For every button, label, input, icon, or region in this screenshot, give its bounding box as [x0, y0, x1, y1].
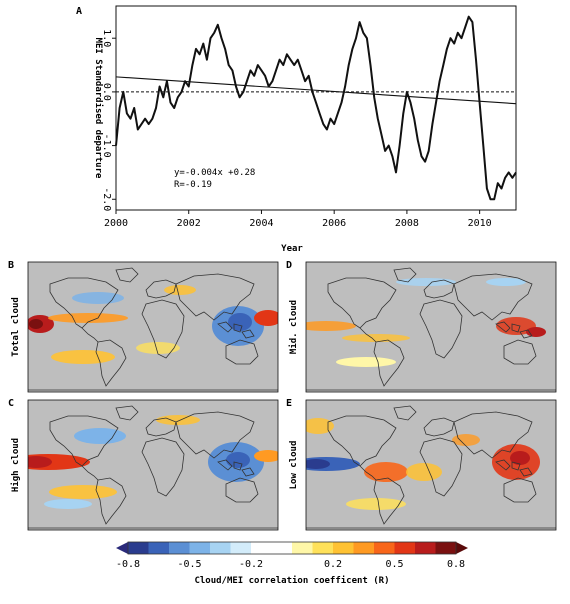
- colorbar-ticks: -0.8 -0.5 -0.2 0.2 0.5 0.8: [116, 559, 465, 570]
- colorbar-segment: [292, 542, 313, 554]
- colorbar-tick-label: -0.2: [239, 559, 263, 570]
- correlation-value: R=-0.19: [174, 180, 212, 190]
- total-cloud-correlation-map: B Total cloud: [8, 260, 279, 393]
- colorbar-segment: [374, 542, 395, 554]
- colorbar-segment: [189, 542, 211, 554]
- colorbar-segment: [415, 542, 436, 554]
- x-tick-label: 2004: [249, 218, 273, 229]
- x-tick-label: 2000: [104, 218, 128, 229]
- mid-cloud-correlation-map: D Mid. cloud: [286, 260, 557, 393]
- y-tick-label: -1.0: [101, 134, 112, 158]
- map-c-label: High cloud: [10, 438, 21, 492]
- trend-line: [115, 76, 517, 105]
- colorbar-tick-label: 0.5: [385, 559, 403, 570]
- low-cloud-correlation-map: E Low cloud: [286, 398, 557, 531]
- y-axis-label: MEI Standardised departure: [93, 38, 104, 179]
- x-tick-label: 2002: [177, 218, 201, 229]
- panel-a-letter: A: [76, 6, 82, 17]
- high-cloud-correlation-map: C High cloud: [8, 398, 279, 531]
- colorbar-tick-label: -0.5: [177, 559, 201, 570]
- panel-e-letter: E: [286, 398, 292, 409]
- map-b-label: Total cloud: [11, 297, 21, 357]
- colorbar-segment: [251, 542, 272, 554]
- colorbar-segments: [116, 541, 468, 555]
- colorbar-segment: [128, 542, 149, 554]
- regression-equation: y=-0.004x +0.28: [174, 168, 255, 178]
- colorbar-label: Cloud/MEI correlation coefficent (R): [194, 575, 389, 586]
- colorbar-segment: [312, 542, 334, 554]
- colorbar-segment: [230, 542, 252, 554]
- mei-series-line: [115, 15, 517, 201]
- colorbar-segment: [210, 542, 231, 554]
- colorbar-segment: [169, 542, 190, 554]
- colorbar-segment: [353, 542, 375, 554]
- y-tick-label: -2.0: [101, 187, 112, 211]
- colorbar-frame: [127, 541, 457, 555]
- colorbar-tick-label: 0.2: [324, 559, 342, 570]
- x-axis: 2000 2002 2004 2006 2008 2010: [104, 210, 492, 229]
- x-tick-label: 2008: [395, 218, 419, 229]
- colorbar: -0.8 -0.5 -0.2 0.2 0.5 0.8 Cloud/MEI correlat…: [116, 541, 468, 586]
- colorbar-segment: [394, 542, 416, 554]
- x-axis-label: Year: [281, 244, 303, 254]
- panel-d-letter: D: [286, 260, 292, 271]
- map-d-label: Mid. cloud: [288, 300, 299, 354]
- mei-time-series-panel: A -2.0 -1.0 0.0 1.0 2000 2002 2004 2006 2008 201…: [76, 5, 517, 254]
- colorbar-segment: [333, 542, 354, 554]
- colorbar-max-arrow: [456, 542, 468, 554]
- colorbar-segment: [271, 542, 293, 554]
- colorbar-min-arrow: [116, 542, 128, 554]
- colorbar-segment: [435, 542, 457, 554]
- y-axis: -2.0 -1.0 0.0 1.0: [101, 29, 116, 211]
- x-tick-label: 2006: [322, 218, 346, 229]
- colorbar-tick-label: 0.8: [447, 559, 465, 570]
- colorbar-tick-label: -0.8: [116, 559, 140, 570]
- y-tick-label: 1.0: [101, 29, 112, 47]
- x-tick-label: 2010: [468, 218, 492, 229]
- panel-c-letter: C: [8, 398, 14, 409]
- panel-b-letter: B: [8, 260, 14, 271]
- y-tick-label: 0.0: [101, 83, 112, 101]
- map-e-label: Low cloud: [289, 441, 299, 490]
- colorbar-segment: [148, 542, 170, 554]
